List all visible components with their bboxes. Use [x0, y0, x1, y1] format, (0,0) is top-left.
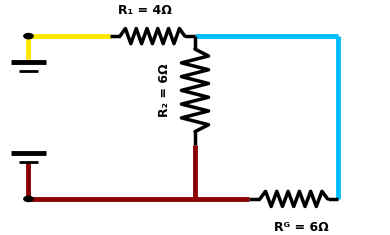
Text: R₁ = 4Ω: R₁ = 4Ω [118, 4, 172, 16]
Text: R₂ = 6Ω: R₂ = 6Ω [158, 63, 170, 117]
Text: Rᴳ = 6Ω: Rᴳ = 6Ω [274, 221, 329, 234]
Circle shape [24, 196, 33, 201]
Circle shape [24, 34, 33, 39]
